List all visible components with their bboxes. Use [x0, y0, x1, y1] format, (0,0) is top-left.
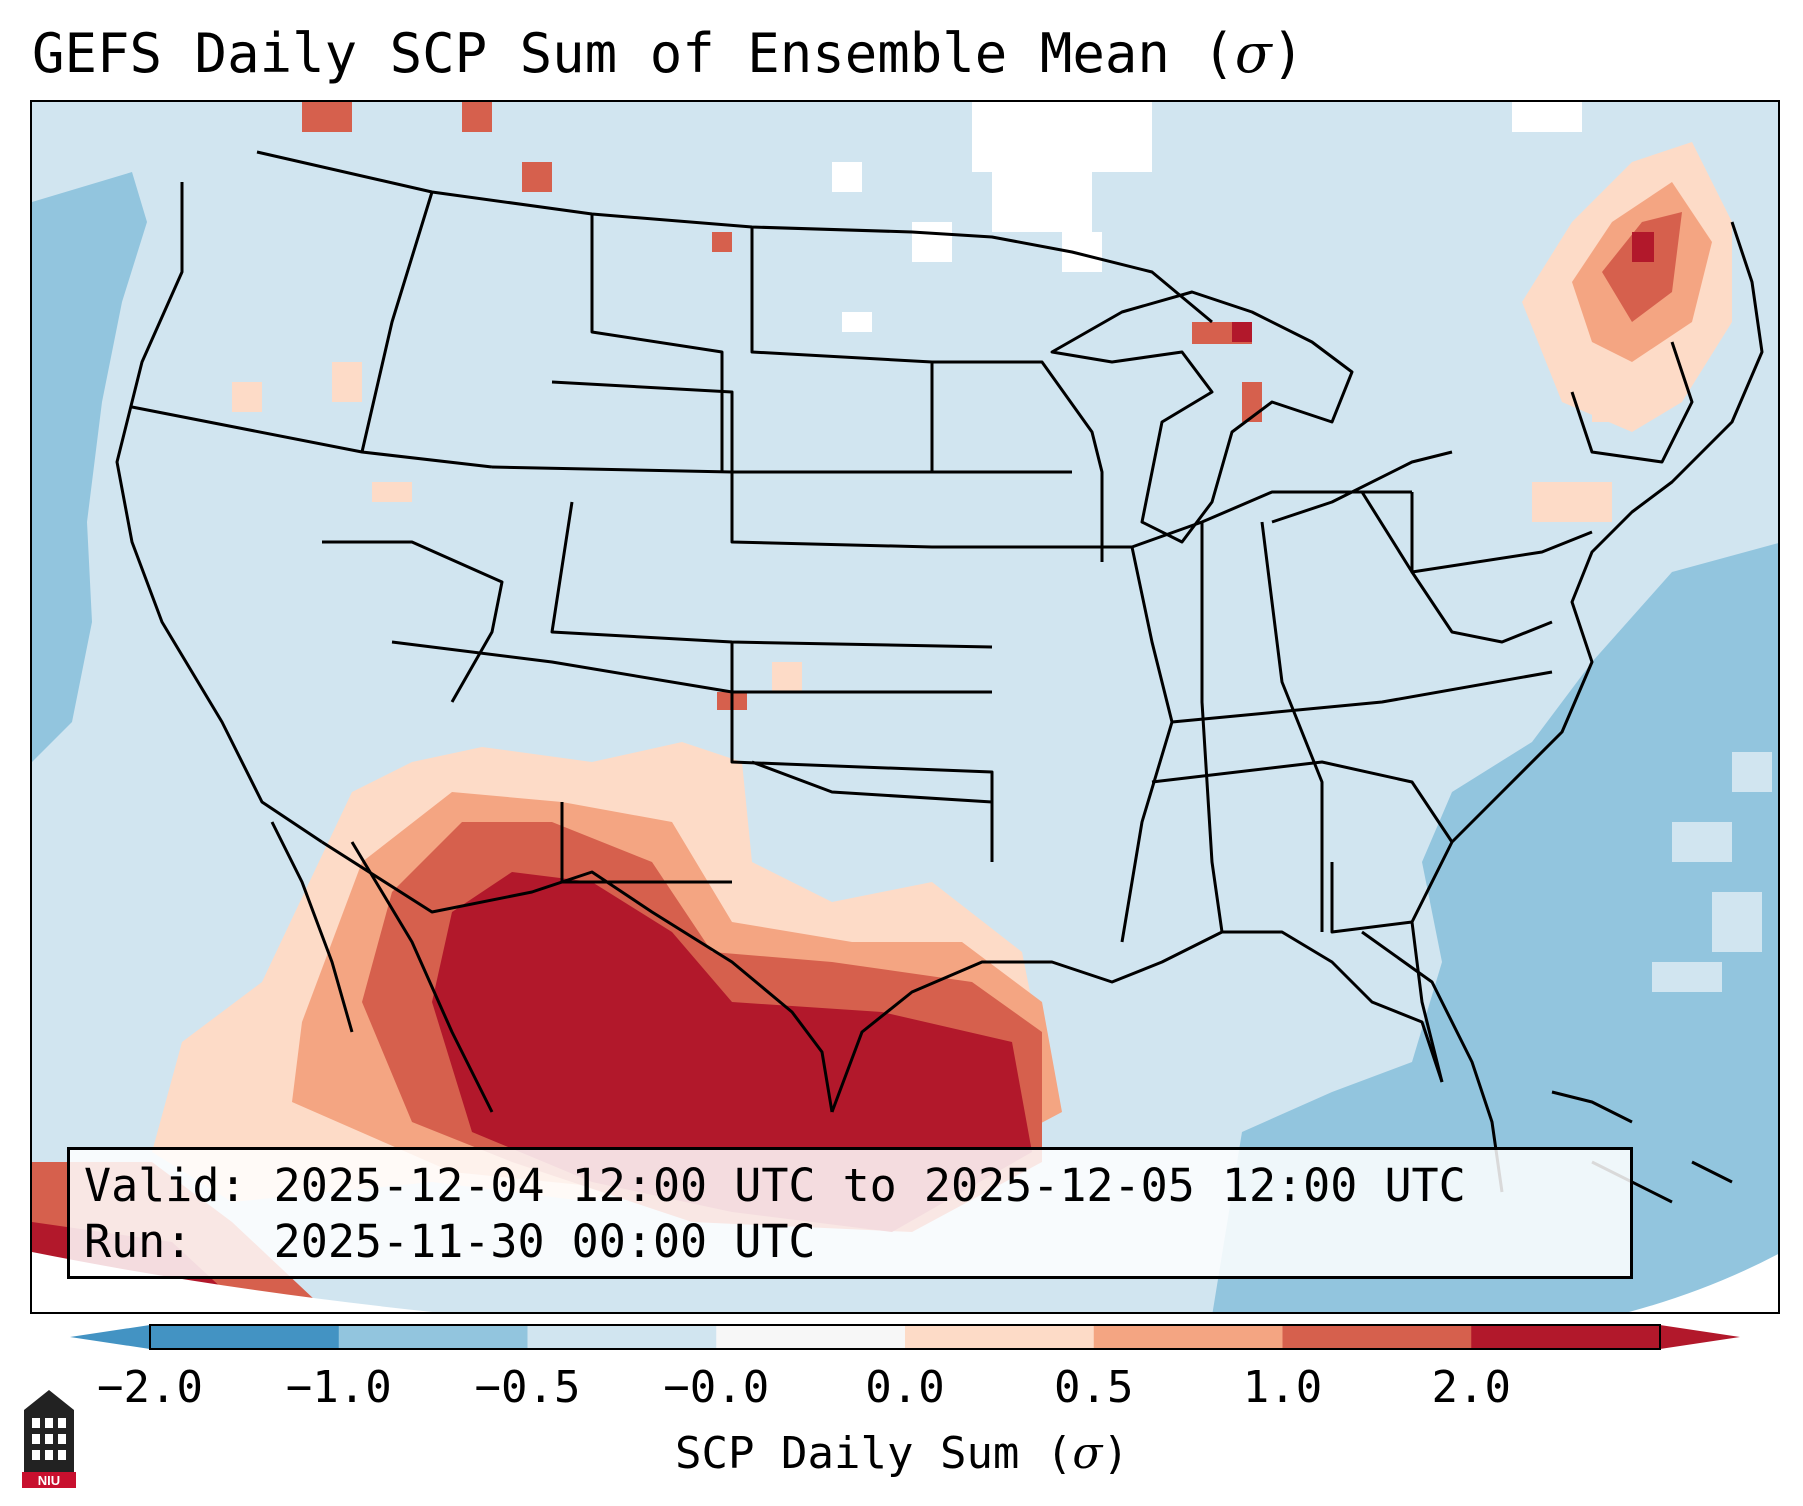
- colorbar-segment: [150, 1325, 340, 1349]
- colorbar-tick-label: 2.0: [1431, 1362, 1511, 1413]
- colorbar-segment: [527, 1325, 717, 1349]
- state-line-22: [1330, 862, 1413, 934]
- state-line-23: [1570, 341, 1694, 464]
- projection-edge-left: [32, 1252, 433, 1312]
- colorbar-segment: [1093, 1325, 1283, 1349]
- colorbar-segment: [905, 1325, 1095, 1349]
- state-line-14: [992, 545, 1174, 943]
- colorbar-right-arrow: [1660, 1325, 1740, 1349]
- state-line-10: [730, 642, 994, 862]
- us-mexico-border: [321, 840, 834, 1113]
- state-line-6: [491, 465, 1072, 474]
- niu-logo: NIU: [22, 1390, 76, 1488]
- valid-value: 2025-12-04 12:00 UTC to 2025-12-05 12:00…: [273, 1159, 1466, 1212]
- atlantic-coast: [1410, 221, 1764, 1083]
- colorbar-segment: [1282, 1325, 1472, 1349]
- state-line-9: [391, 640, 992, 694]
- valid-row: Valid: 2025-12-04 12:00 UTC to 2025-12-0…: [84, 1158, 1616, 1214]
- title-sigma: σ: [1234, 22, 1272, 85]
- anomaly-scattered: [232, 362, 1642, 692]
- state-line-8: [550, 501, 993, 649]
- anomaly-upper-michigan: [1192, 322, 1262, 422]
- atlantic-light-patches: [1652, 752, 1772, 992]
- valid-run-info-box: Valid: 2025-12-04 12:00 UTC to 2025-12-0…: [67, 1147, 1633, 1279]
- great-lakes: [1050, 290, 1354, 544]
- colorbar-frame: [149, 1324, 1661, 1350]
- run-value: 2025-11-30 00:00 UTC: [273, 1215, 816, 1268]
- state-line-4: [590, 214, 724, 472]
- colorbar-tick-label: −0.5: [474, 1362, 581, 1413]
- state-line-13: [932, 360, 1104, 562]
- us-canada-border: [256, 150, 1213, 324]
- state-line-18: [1171, 670, 1553, 724]
- colorbar-segment: [338, 1325, 528, 1349]
- run-row: Run: 2025-11-30 00:00 UTC: [84, 1214, 1616, 1270]
- map-panel: [30, 100, 1780, 1314]
- colorbar-tick-label: −0.0: [663, 1362, 770, 1413]
- state-line-16: [1200, 522, 1224, 933]
- state-line-2: [322, 540, 504, 703]
- colorbar-tick-label: 1.0: [1242, 1362, 1323, 1413]
- baja-coast: [270, 821, 354, 1033]
- gulf-coast: [830, 930, 1444, 1113]
- state-line-12: [560, 802, 732, 884]
- chart-title: GEFS Daily SCP Sum of Ensemble Mean (σ): [32, 22, 1304, 85]
- valid-label: Valid:: [84, 1159, 247, 1212]
- state-line-21: [1410, 492, 1593, 574]
- mexico-coast: [350, 841, 494, 1113]
- title-text: GEFS Daily SCP Sum of Ensemble Mean (: [32, 22, 1235, 85]
- colorbar-segment: [716, 1325, 906, 1349]
- lake-erie-ontario: [1271, 450, 1453, 524]
- florida-coast: [1361, 930, 1504, 1193]
- colorbar-tick-label: −1.0: [285, 1362, 392, 1413]
- colorbar-segment: [1471, 1325, 1661, 1349]
- colorbar-tick-label: 0.5: [1054, 1362, 1134, 1413]
- title-close: ): [1271, 22, 1305, 85]
- logo-text: NIU: [38, 1473, 60, 1488]
- run-label: Run:: [84, 1215, 193, 1268]
- state-line-20: [1360, 491, 1553, 644]
- logo-red-bar: [22, 1472, 76, 1488]
- state-line-17: [1260, 521, 1324, 932]
- colorbar-tick-label: −2.0: [97, 1362, 203, 1413]
- logo-tower-shape: [24, 1390, 74, 1474]
- canada-white-cells: [832, 102, 1582, 332]
- pacific-ocean-shading: [32, 172, 147, 762]
- colorbar: [70, 1324, 1740, 1350]
- colorbar-label-text: SCP Daily Sum (: [675, 1428, 1073, 1479]
- state-line-11: [751, 760, 993, 804]
- state-line-7: [551, 380, 992, 549]
- state-line-19: [1151, 760, 1454, 843]
- anomaly-new-england: [1522, 142, 1732, 432]
- state-line-5: [750, 227, 934, 472]
- colorbar-label-sigma: σ: [1072, 1428, 1103, 1479]
- colorbar-label: SCP Daily Sum (σ): [675, 1428, 1129, 1479]
- projection-edge-right: [1628, 1254, 1778, 1312]
- colorbar-tick-label: 0.0: [865, 1362, 945, 1413]
- map-svg: [32, 102, 1778, 1312]
- state-line-15: [1131, 490, 1412, 549]
- pacific-coast: [115, 182, 323, 844]
- colorbar-segments: [150, 1325, 1661, 1349]
- colorbar-left-arrow: [70, 1325, 150, 1349]
- atlantic-ocean-shading: [1212, 543, 1778, 1312]
- state-line-3: [360, 191, 434, 453]
- colorbar-label-close: ): [1102, 1428, 1129, 1479]
